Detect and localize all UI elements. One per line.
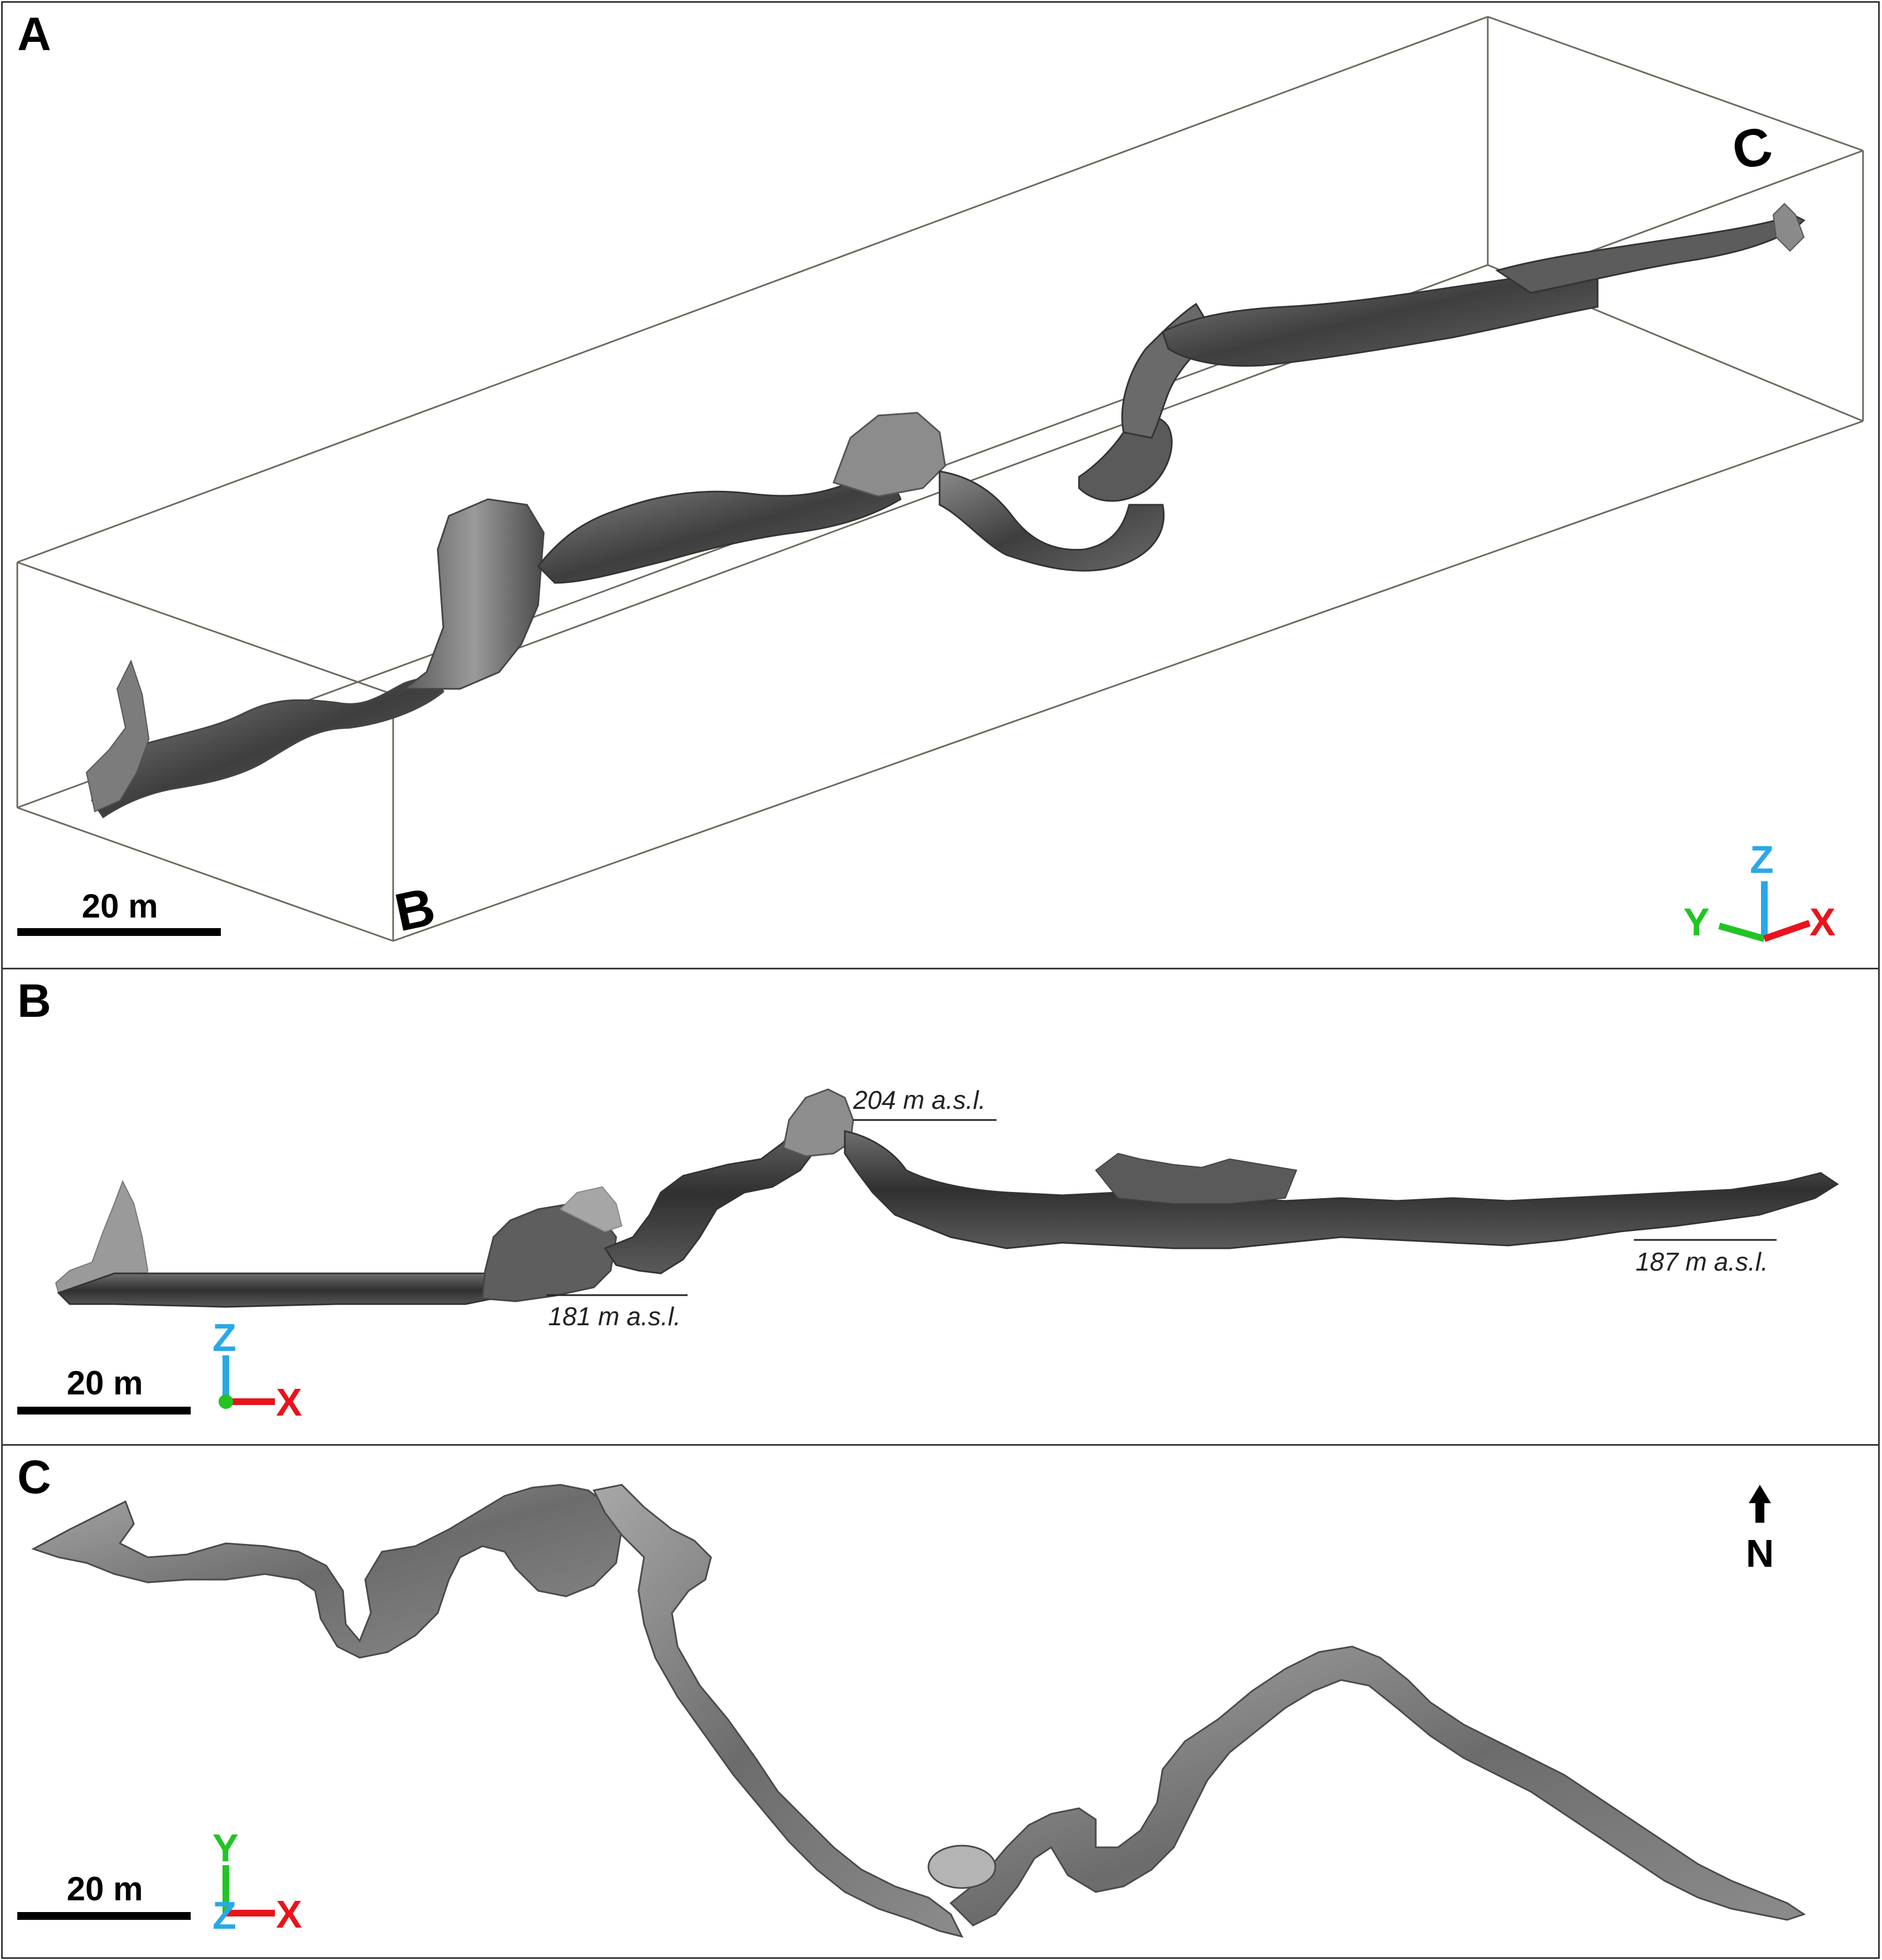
axis-triad-c: Y Z X [212,1826,302,1937]
axis-z-label: Z [212,1316,236,1359]
panel-b-letter: B [17,974,51,1027]
cave-plan [31,1484,1806,1938]
panel-c-letter: C [17,1451,51,1503]
north-arrow-icon [1749,1485,1771,1523]
box-corner-label-c: C [1727,115,1777,181]
panel-a-letter: A [17,8,51,60]
axis-y-label: Y [212,1826,239,1870]
panel-c-figure: N 20 m Y Z X [17,1484,1806,1938]
scale-bar [17,928,221,936]
cave-profile [55,1088,1839,1308]
cave-model-3d [85,202,1806,819]
elevation-marker-top: 204 m a.s.l. [853,1085,996,1121]
elevation-marker-right: 187 m a.s.l. [1634,1239,1777,1276]
panel-c-plan-view: C N 20 m Y Z X [1,1444,1880,1959]
axis-x-label: X [276,1893,302,1936]
panel-b-side-view: B 204 m a.s.l. 181 m a.s.l. [1,968,1880,1446]
axis-triad-a: Z Y X [1683,838,1836,944]
scale-bar [17,1912,191,1920]
axis-z-label: Z [1750,838,1774,881]
scale-bar [17,1407,191,1415]
panel-b-figure: 204 m a.s.l. 181 m a.s.l. 187 m a.s.l. 2… [17,1085,1839,1424]
north-arrow: N [1746,1485,1774,1575]
axis-y-dot [219,1394,233,1409]
panel-a-3d-view: A [1,1,1880,969]
elevation-label-low: 181 m a.s.l. [548,1302,681,1331]
scale-bar-label: 20 m [82,887,158,925]
scale-bar-label: 20 m [67,1364,143,1402]
axis-x-label: X [276,1380,302,1424]
axis-x-label: X [1810,900,1836,944]
elevation-marker-low: 181 m a.s.l. [546,1294,688,1331]
box-corner-label-b: B [390,876,440,943]
north-label: N [1746,1532,1774,1575]
panel-a-figure: B C 20 m Z Y X [16,16,1864,944]
axis-y-label: Y [1683,900,1710,944]
scale-bar-label: 20 m [67,1870,143,1908]
elevation-label-right: 187 m a.s.l. [1636,1247,1768,1276]
axis-z-label: Z [212,1894,236,1937]
axis-triad-b: Z X [212,1316,302,1424]
elevation-label-top: 204 m a.s.l. [853,1085,986,1114]
